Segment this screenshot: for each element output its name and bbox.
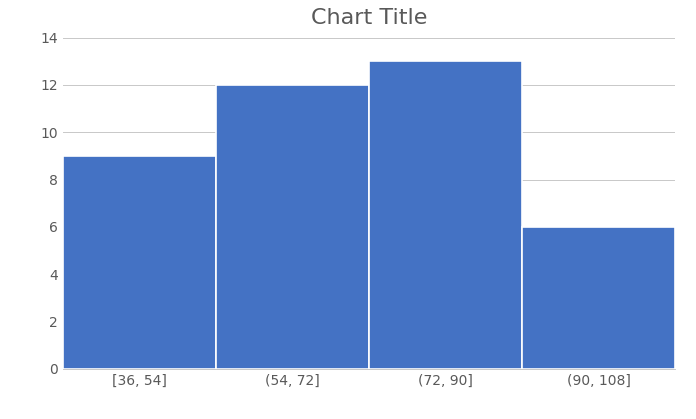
Bar xyxy=(369,61,522,369)
Bar xyxy=(522,227,675,369)
Bar xyxy=(216,85,369,369)
Title: Chart Title: Chart Title xyxy=(310,8,427,28)
Bar xyxy=(63,156,216,369)
